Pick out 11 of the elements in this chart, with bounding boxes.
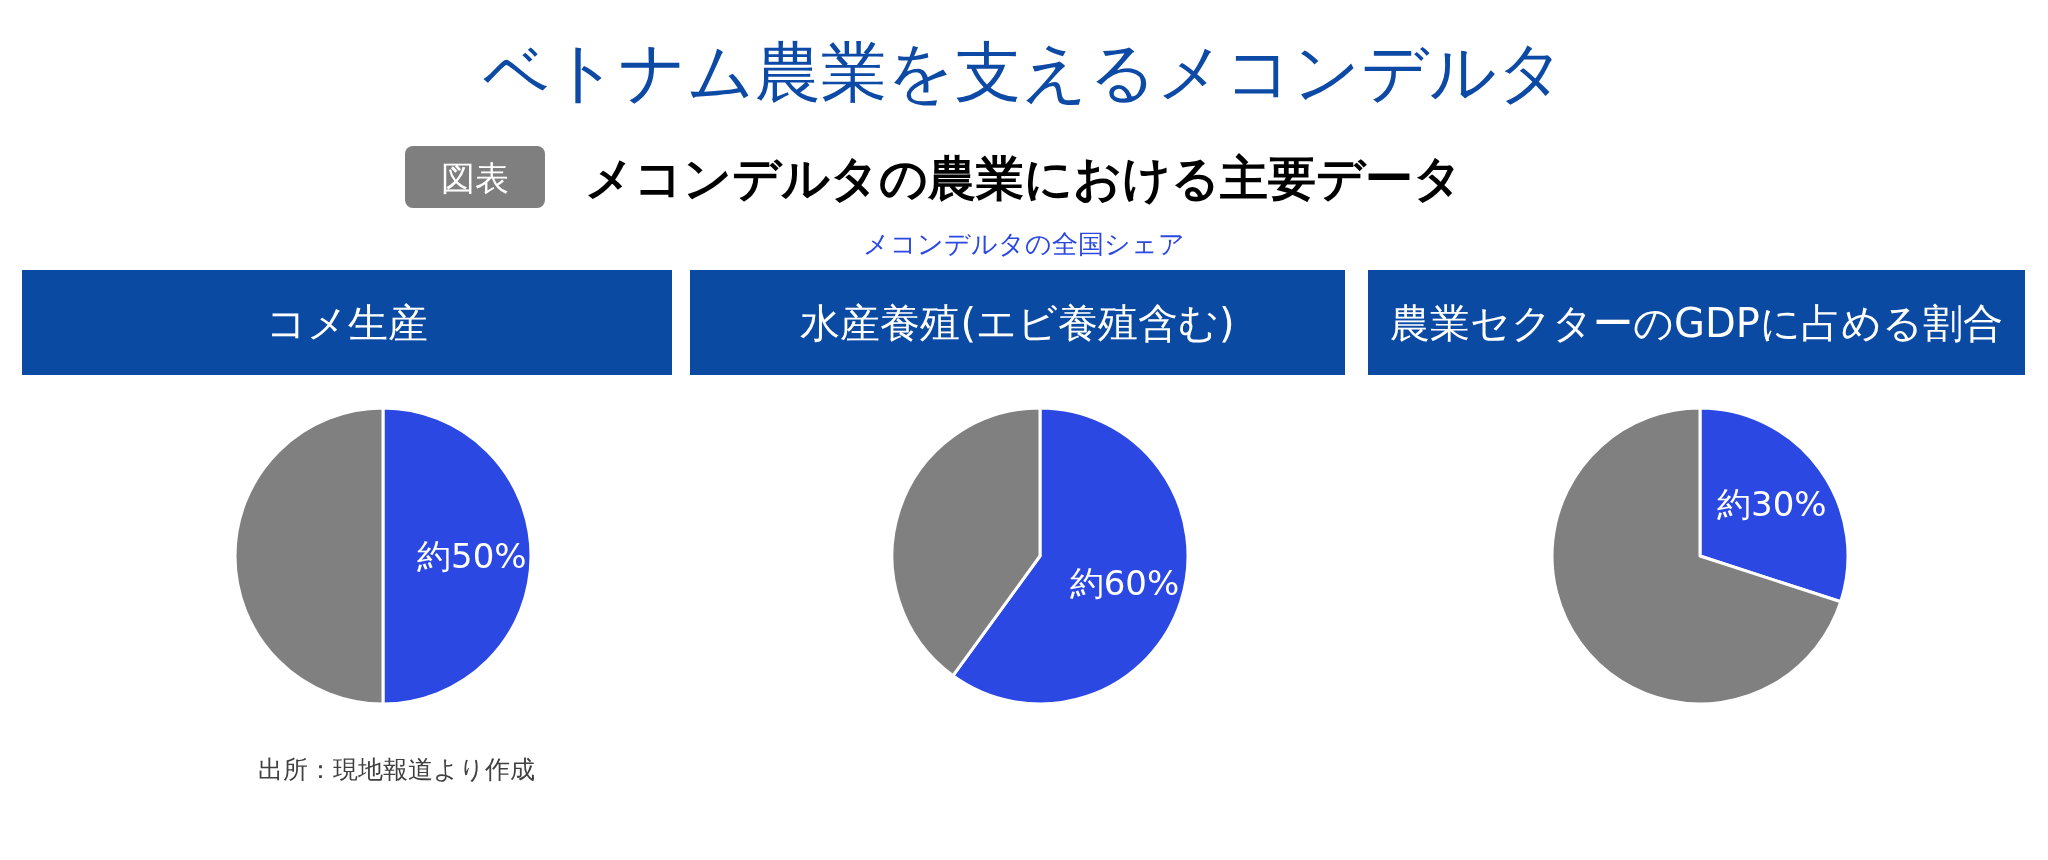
text: ベトナム農業を支えるメコンデルタ [483, 34, 1565, 111]
text: 出所：現地報道より作成 [258, 755, 535, 784]
data-label: 約30% [1717, 483, 1827, 524]
text: メコンデルタの全国シェア [863, 229, 1185, 259]
text: 図表 [441, 158, 509, 198]
text: メコンデルタの農業における主要データ [585, 150, 1462, 206]
chart-title: コメ生産 [266, 300, 428, 346]
data-label: 約60% [1069, 563, 1180, 604]
chart-title: 水産養殖(エビ養殖含む) [800, 300, 1235, 346]
data-label: 約50% [417, 536, 527, 576]
chart-title: 農業セクターのGDPに占める割合 [1390, 300, 2003, 346]
